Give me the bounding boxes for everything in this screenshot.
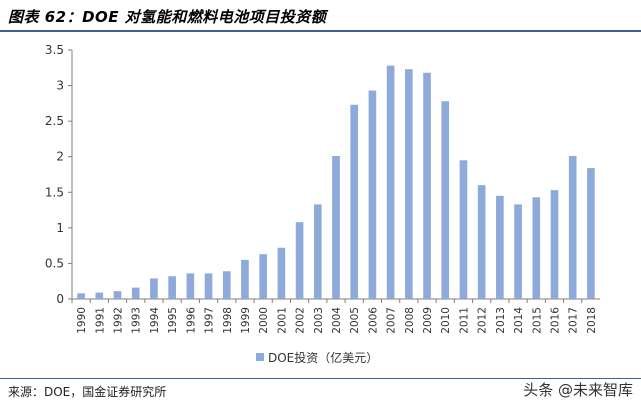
y-tick-label: 2	[56, 150, 64, 164]
x-tick-label: 2007	[386, 307, 398, 334]
x-axis-ticks: 1990 1991 1992 1993 1994 1995 1996 1997 1998 1999…	[71, 299, 598, 334]
x-tick-label: 1992	[113, 307, 125, 334]
bar-2017	[568, 156, 577, 299]
y-tick-label: 2.5	[45, 114, 64, 128]
legend: DOE投资（亿美元）	[256, 350, 378, 365]
bar-2003	[313, 204, 322, 299]
x-tick-label: 2000	[258, 307, 270, 334]
y-axis-ticks: 0 0.5 1 1.5 2 2.5 3 3.5	[45, 43, 72, 306]
x-tick-label: 1996	[185, 307, 197, 334]
x-tick-label: 2011	[458, 307, 470, 334]
legend-label: DOE投资（亿美元）	[268, 350, 378, 365]
y-tick-label: 3	[56, 79, 64, 93]
bar-2009	[423, 72, 431, 299]
bar-2011	[459, 160, 468, 299]
bar-2005	[350, 104, 359, 299]
y-tick-label: 1.5	[45, 185, 64, 199]
x-tick-label: 2013	[495, 307, 507, 334]
bar-2012	[477, 185, 486, 299]
bar-series	[77, 65, 595, 300]
x-tick-label: 1999	[240, 307, 252, 334]
bar-1996	[186, 273, 195, 299]
x-tick-label: 2010	[440, 307, 452, 334]
bar-2015	[532, 197, 541, 299]
bar-1994	[150, 278, 158, 299]
bar-1992	[113, 291, 122, 299]
x-tick-label: 1991	[94, 307, 106, 334]
bar-2000	[259, 254, 267, 299]
y-tick-label: 1	[56, 221, 64, 235]
bar-2002	[295, 222, 304, 299]
bar-1995	[168, 276, 176, 299]
bar-2014	[514, 204, 522, 299]
x-tick-label: 1990	[76, 307, 88, 334]
bar-2007	[386, 65, 395, 299]
x-tick-label: 2005	[349, 307, 361, 334]
bar-1998	[222, 271, 231, 299]
bar-2016	[550, 190, 559, 299]
x-tick-label: 2004	[331, 307, 343, 334]
bar-1993	[131, 287, 140, 299]
x-tick-label: 2009	[422, 307, 434, 334]
bar-2018	[587, 168, 595, 299]
bar-2004	[332, 156, 340, 299]
legend-swatch	[256, 353, 264, 361]
y-tick-label: 0.5	[45, 256, 64, 270]
x-tick-label: 2018	[586, 307, 598, 334]
footer-rule	[0, 378, 641, 379]
title-rule	[0, 30, 641, 32]
source-note: 来源：DOE，国金证券研究所	[8, 385, 167, 399]
x-tick-label: 2001	[276, 307, 288, 334]
bar-2008	[405, 69, 413, 299]
x-tick-label: 1993	[131, 307, 143, 334]
figure-title: 图表 62：DOE 对氢能和燃料电池项目投资额	[8, 8, 327, 26]
bar-2013	[496, 195, 504, 299]
bar-1997	[204, 273, 213, 299]
x-tick-label: 2012	[477, 307, 489, 334]
x-tick-label: 2008	[404, 307, 416, 334]
x-tick-label: 2015	[531, 307, 543, 334]
bar-2010	[441, 101, 450, 299]
y-tick-label: 3.5	[45, 43, 64, 57]
bar-1990	[77, 293, 85, 299]
x-tick-label: 1995	[167, 307, 179, 334]
bar-1991	[95, 292, 104, 299]
bar-2006	[368, 90, 377, 300]
bar-1999	[241, 259, 249, 299]
watermark: 头条 @未来智库	[523, 381, 633, 399]
x-tick-label: 1994	[149, 307, 161, 334]
x-tick-label: 2014	[513, 307, 525, 334]
x-tick-label: 1997	[204, 307, 216, 334]
x-tick-label: 2017	[568, 307, 580, 334]
x-tick-label: 2003	[313, 307, 325, 334]
bar-2001	[277, 247, 286, 299]
x-tick-label: 1998	[222, 307, 234, 334]
x-tick-label: 2016	[549, 307, 561, 334]
y-tick-label: 0	[56, 292, 64, 306]
x-tick-label: 2002	[295, 307, 307, 334]
x-tick-label: 2006	[367, 307, 379, 334]
